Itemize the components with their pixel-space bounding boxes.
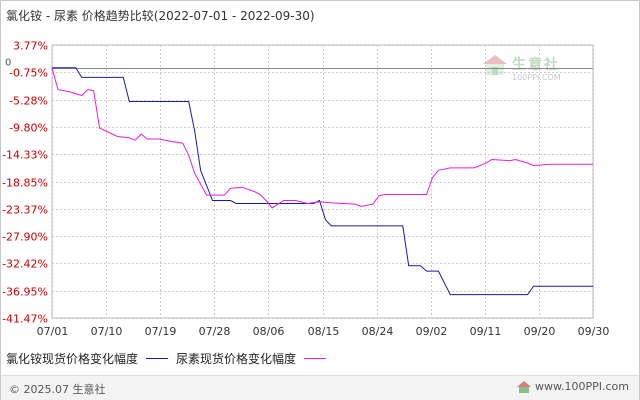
x-tick-label: 08/15	[308, 325, 340, 338]
x-tick-label: 08/06	[253, 325, 285, 338]
legend-swatch-series-1	[146, 358, 169, 359]
x-tick-label: 07/19	[145, 325, 177, 338]
y-tick-label: -5.28%	[9, 95, 48, 108]
x-tick-label: 09/11	[470, 325, 502, 338]
site-logo-icon	[517, 380, 532, 393]
y-tick-label: -23.37%	[2, 204, 48, 217]
x-tick-label: 09/30	[578, 325, 610, 338]
legend: 氯化铵现货价格变化幅度 尿素现货价格变化幅度	[6, 350, 334, 367]
y-tick-label: -14.33%	[2, 149, 48, 162]
grid-layer	[51, 44, 594, 319]
x-tick-label: 09/20	[524, 325, 556, 338]
y-axis-ticks: 3.77% -0.75% -5.28% -9.80% -14.33% -18.85% -23…	[2, 40, 48, 326]
footer-site: www.100PPI.com	[517, 380, 629, 393]
y-tick-label: 3.77%	[13, 40, 48, 53]
watermark-text-en: 100PPI.COM	[512, 73, 561, 82]
series-line-1	[52, 67, 593, 296]
legend-swatch-series-2	[304, 358, 327, 359]
line-chart: 3.77% -0.75% -5.28% -9.80% -14.33% -18.85% -23…	[2, 40, 610, 339]
x-tick-label: 07/01	[37, 325, 69, 338]
legend-label-series-1: 氯化铵现货价格变化幅度	[6, 352, 139, 366]
footer-bar: © 2025.07 生意社 www.100PPI.com	[1, 375, 639, 400]
x-axis-ticks: 07/01 07/10 07/19 07/28 08/06 08/15 08/24 09/02…	[37, 325, 610, 338]
y-tick-label: -36.95%	[2, 286, 48, 299]
x-tick-label: 07/28	[199, 325, 231, 338]
series-layer	[51, 67, 593, 296]
x-tick-label: 09/02	[416, 325, 448, 338]
x-tick-label: 08/24	[362, 325, 394, 338]
series-line-2	[51, 67, 593, 209]
footer-copyright: © 2025.07 生意社	[9, 383, 106, 396]
y-tick-label: -18.85%	[2, 177, 48, 190]
chart-title: 氯化铵 - 尿素 价格趋势比较(2022-07-01 - 2022-09-30)	[6, 9, 315, 23]
legend-label-series-2: 尿素现货价格变化幅度	[176, 352, 297, 366]
y-tick-label: -27.90%	[2, 231, 48, 244]
y-tick-label: -9.80%	[9, 122, 48, 135]
y-tick-label: -41.47%	[2, 313, 48, 326]
footer-site-link[interactable]: www.100PPI.com	[535, 380, 629, 393]
zero-label: 0	[5, 58, 11, 69]
y-tick-label: -32.42%	[2, 258, 48, 271]
x-tick-label: 07/10	[91, 325, 123, 338]
y-tick-label: -0.75%	[9, 67, 48, 80]
watermark-logo-icon	[483, 55, 507, 75]
plot-area-border	[51, 44, 594, 319]
